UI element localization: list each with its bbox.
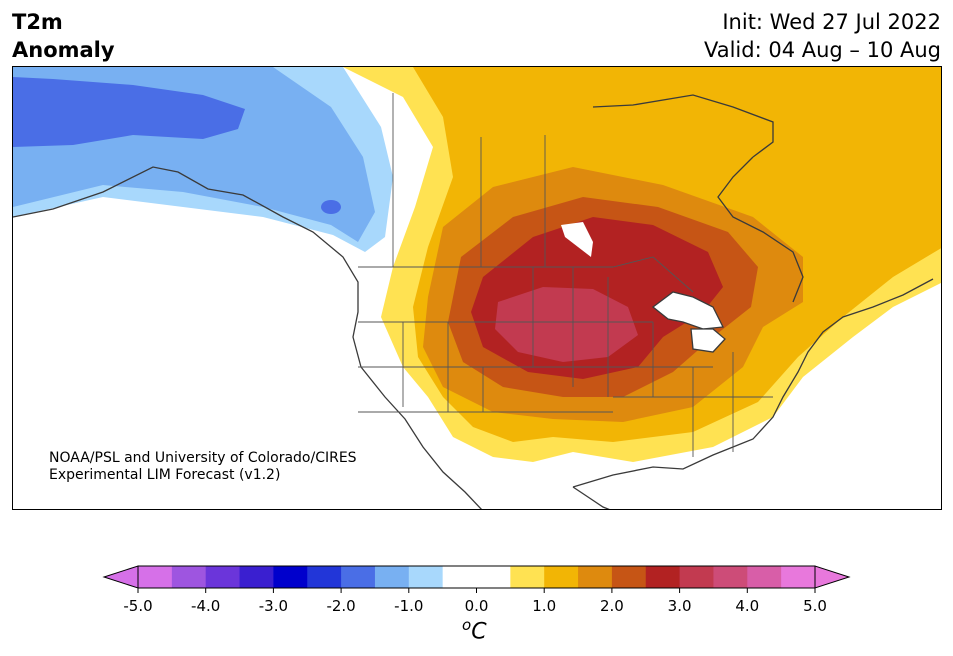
coastlines — [13, 94, 934, 509]
colorbar-cell — [645, 566, 681, 588]
contour-cold-3b — [321, 200, 341, 214]
colorbar-cell — [239, 566, 274, 588]
colorbar-cell — [747, 566, 782, 588]
colorbar: -5.0 -4.0 -3.0 -2.0 -1.0 0.0 1.0 2.0 3.0 4.0 5.0 — [102, 565, 851, 615]
colorbar-cell — [544, 566, 579, 588]
colorbar-tick-label: 3.0 — [668, 597, 692, 615]
init-date: Init: Wed 27 Jul 2022 — [722, 10, 941, 34]
units-degree: o — [462, 616, 472, 634]
colorbar-tick-label: 0.0 — [465, 597, 489, 615]
credit-line-1: NOAA/PSL and University of Colorado/CIRE… — [49, 450, 357, 466]
colorbar-cell — [476, 566, 511, 588]
colorbar-tick-label: 5.0 — [803, 597, 827, 615]
colorbar-cell — [341, 566, 376, 588]
colorbar-cell — [713, 566, 748, 588]
colorbar-cell — [781, 566, 816, 588]
colorbar-cells — [138, 566, 816, 588]
colorbar-tick-label: -5.0 — [123, 597, 152, 615]
colorbar-cell — [307, 566, 342, 588]
colorbar-tick-label: 1.0 — [532, 597, 556, 615]
colorbar-tick-label: -1.0 — [394, 597, 423, 615]
colorbar-cell — [510, 566, 545, 588]
colorbar-cell — [171, 566, 207, 588]
credit-line-2: Experimental LIM Forecast (v1.2) — [49, 467, 281, 483]
colorbar-cell — [205, 566, 241, 588]
colorbar-under-arrow — [102, 565, 139, 589]
colorbar-tick-label: -4.0 — [191, 597, 220, 615]
colorbar-cell — [408, 566, 444, 588]
colorbar-cell — [611, 566, 647, 588]
colorbar-tick-label: 4.0 — [735, 597, 759, 615]
colorbar-cell — [679, 566, 714, 588]
colorbar-tick-label: -2.0 — [326, 597, 355, 615]
colorbar-cell — [273, 566, 308, 588]
units-base: C — [471, 619, 487, 645]
colorbar-over-arrow — [814, 565, 851, 589]
colorbar-ticks: -5.0 -4.0 -3.0 -2.0 -1.0 0.0 1.0 2.0 3.0 4.0 5.0 — [123, 588, 827, 615]
map-title: T2m Anomaly — [12, 8, 115, 64]
colorbar-cell — [374, 566, 410, 588]
forecast-dates: Init: Wed 27 Jul 2022 Valid: 04 Aug – 10… — [704, 8, 941, 64]
colorbar-tick-label: 2.0 — [600, 597, 624, 615]
valid-date: Valid: 04 Aug – 10 Aug — [703, 38, 941, 62]
credit-text: NOAA/PSL and University of Colorado/CIRE… — [49, 450, 357, 484]
contour-cold-3 — [13, 77, 245, 147]
contour-near-zero — [561, 222, 593, 257]
colorbar-tick-label: -3.0 — [259, 597, 288, 615]
colorbar-cell — [442, 566, 477, 588]
colorbar-cell — [578, 566, 613, 588]
units-label: oC — [462, 616, 487, 644]
map-canvas — [13, 67, 941, 509]
anomaly-map — [12, 66, 942, 510]
contour-warm-6 — [495, 287, 638, 362]
colorbar-cell — [138, 566, 173, 588]
title-line-2: Anomaly — [12, 38, 115, 62]
title-line-1: T2m — [12, 10, 63, 34]
state-borders — [358, 93, 773, 457]
